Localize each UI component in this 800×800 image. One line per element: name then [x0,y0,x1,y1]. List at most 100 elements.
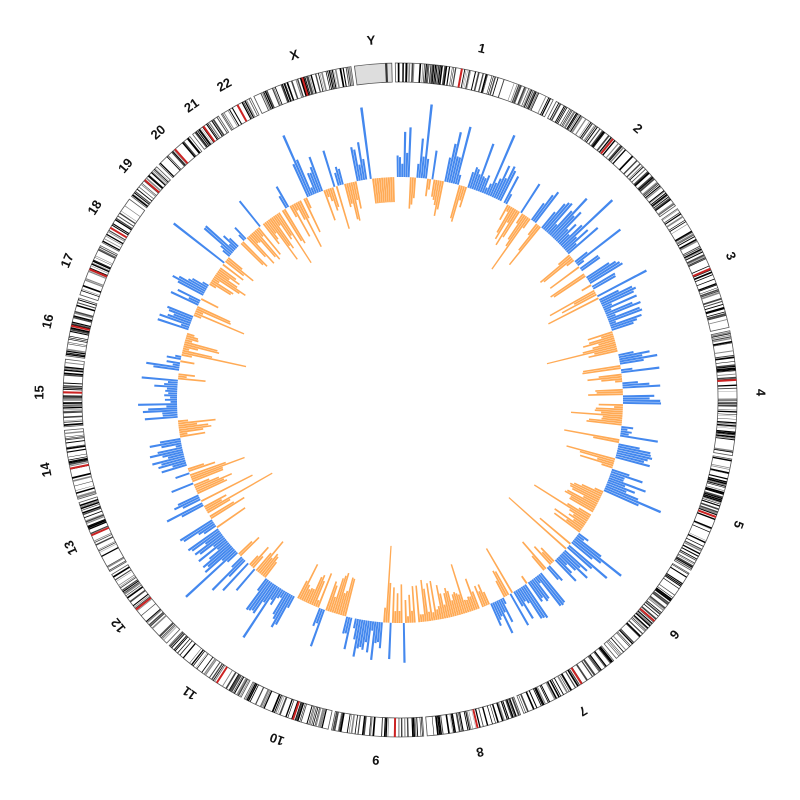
centromere [89,268,108,278]
gain-bar [546,566,559,581]
cytoband [699,505,719,513]
cytoband [466,70,472,90]
gain-bar [554,559,577,582]
loss-bar [569,484,600,501]
cytoband [478,708,484,727]
cytoband [684,249,703,260]
cytoband [363,716,367,736]
loss-bar [179,431,206,438]
gain-bar [177,494,199,506]
cytoband [120,577,137,589]
gain-bar [602,303,613,309]
loss-bar [181,351,247,368]
cytoband [440,715,444,735]
cytoband [153,169,168,184]
cytoband [404,717,406,737]
cytoband [676,233,694,245]
cytoband [575,664,588,681]
cytoband [435,715,439,735]
chromosome-label-9: 9 [372,753,380,768]
cytoband [136,598,153,612]
loss-bar [178,418,216,425]
cytoband [550,103,562,121]
loss-bar [252,555,264,569]
cytoband [63,374,83,377]
cytoband [642,181,658,196]
cytoband [687,255,705,265]
cytoband [206,123,218,140]
loss-bar [293,203,299,211]
chromosome-label-10: 10 [268,730,287,749]
cytoband [702,496,722,504]
gain-bar [542,203,566,230]
loss-bar [186,334,199,341]
cytoband [222,670,233,687]
gain-bar [596,269,647,298]
loss-bar [570,411,623,417]
gain-bar [454,126,472,185]
cytoband [536,686,546,705]
cytoband [81,503,100,511]
gain-bar [202,281,209,287]
gain-bar [165,389,178,393]
cytoband [658,203,675,216]
cytoband [663,212,681,224]
loss-bar [507,214,526,240]
loss-bar [561,293,597,314]
cytoband [222,113,233,130]
gain-bar [536,575,562,607]
gain-bar [370,621,377,661]
chromosome-label-8: 8 [475,744,485,760]
cytoband [522,89,532,108]
loss-bar [210,496,245,520]
cytoband [704,491,723,499]
loss-bar [383,177,387,203]
cytoband [438,65,443,85]
loss-bar [550,273,585,298]
cytoband [682,245,701,256]
gain-bar [161,442,182,449]
cytoband [434,65,438,84]
loss-bar [446,590,455,617]
gain-bar [564,229,589,251]
gain-bar [161,457,186,466]
gain-bar [182,498,201,509]
gain-bar [425,158,430,179]
loss-bar [374,178,379,204]
cytoband [229,674,241,692]
cytoband [158,622,173,636]
cytoband [262,690,271,708]
loss-bar [411,610,414,623]
cytoband [98,248,117,258]
cytoband [273,87,282,106]
gain-bar [446,143,457,183]
cytoband [713,340,733,346]
loss-bar [325,581,338,611]
gain-bar [170,291,199,306]
gain-bar [212,537,226,548]
cytoband [539,685,549,703]
cytoband [482,706,489,726]
cytoband [304,76,311,96]
cytoband [571,116,583,133]
cytoband [244,100,255,118]
cytoband [65,436,85,439]
loss-bar [598,403,623,407]
cytoband [299,703,306,722]
cytoband [715,437,735,441]
loss-bar [459,186,468,208]
cytoband [505,699,513,719]
gain-bar [469,167,479,189]
cytoband [582,659,595,676]
cytoband [648,190,665,203]
cytoband [73,316,92,323]
loss-bar [571,487,599,503]
cytoband [328,70,334,90]
cytoband [591,131,605,148]
gain-bar [490,603,502,627]
cytoband [489,76,497,96]
cytoband [214,665,226,682]
gain-bar [262,584,277,603]
cytoband [80,501,100,510]
cytoband [166,156,181,171]
